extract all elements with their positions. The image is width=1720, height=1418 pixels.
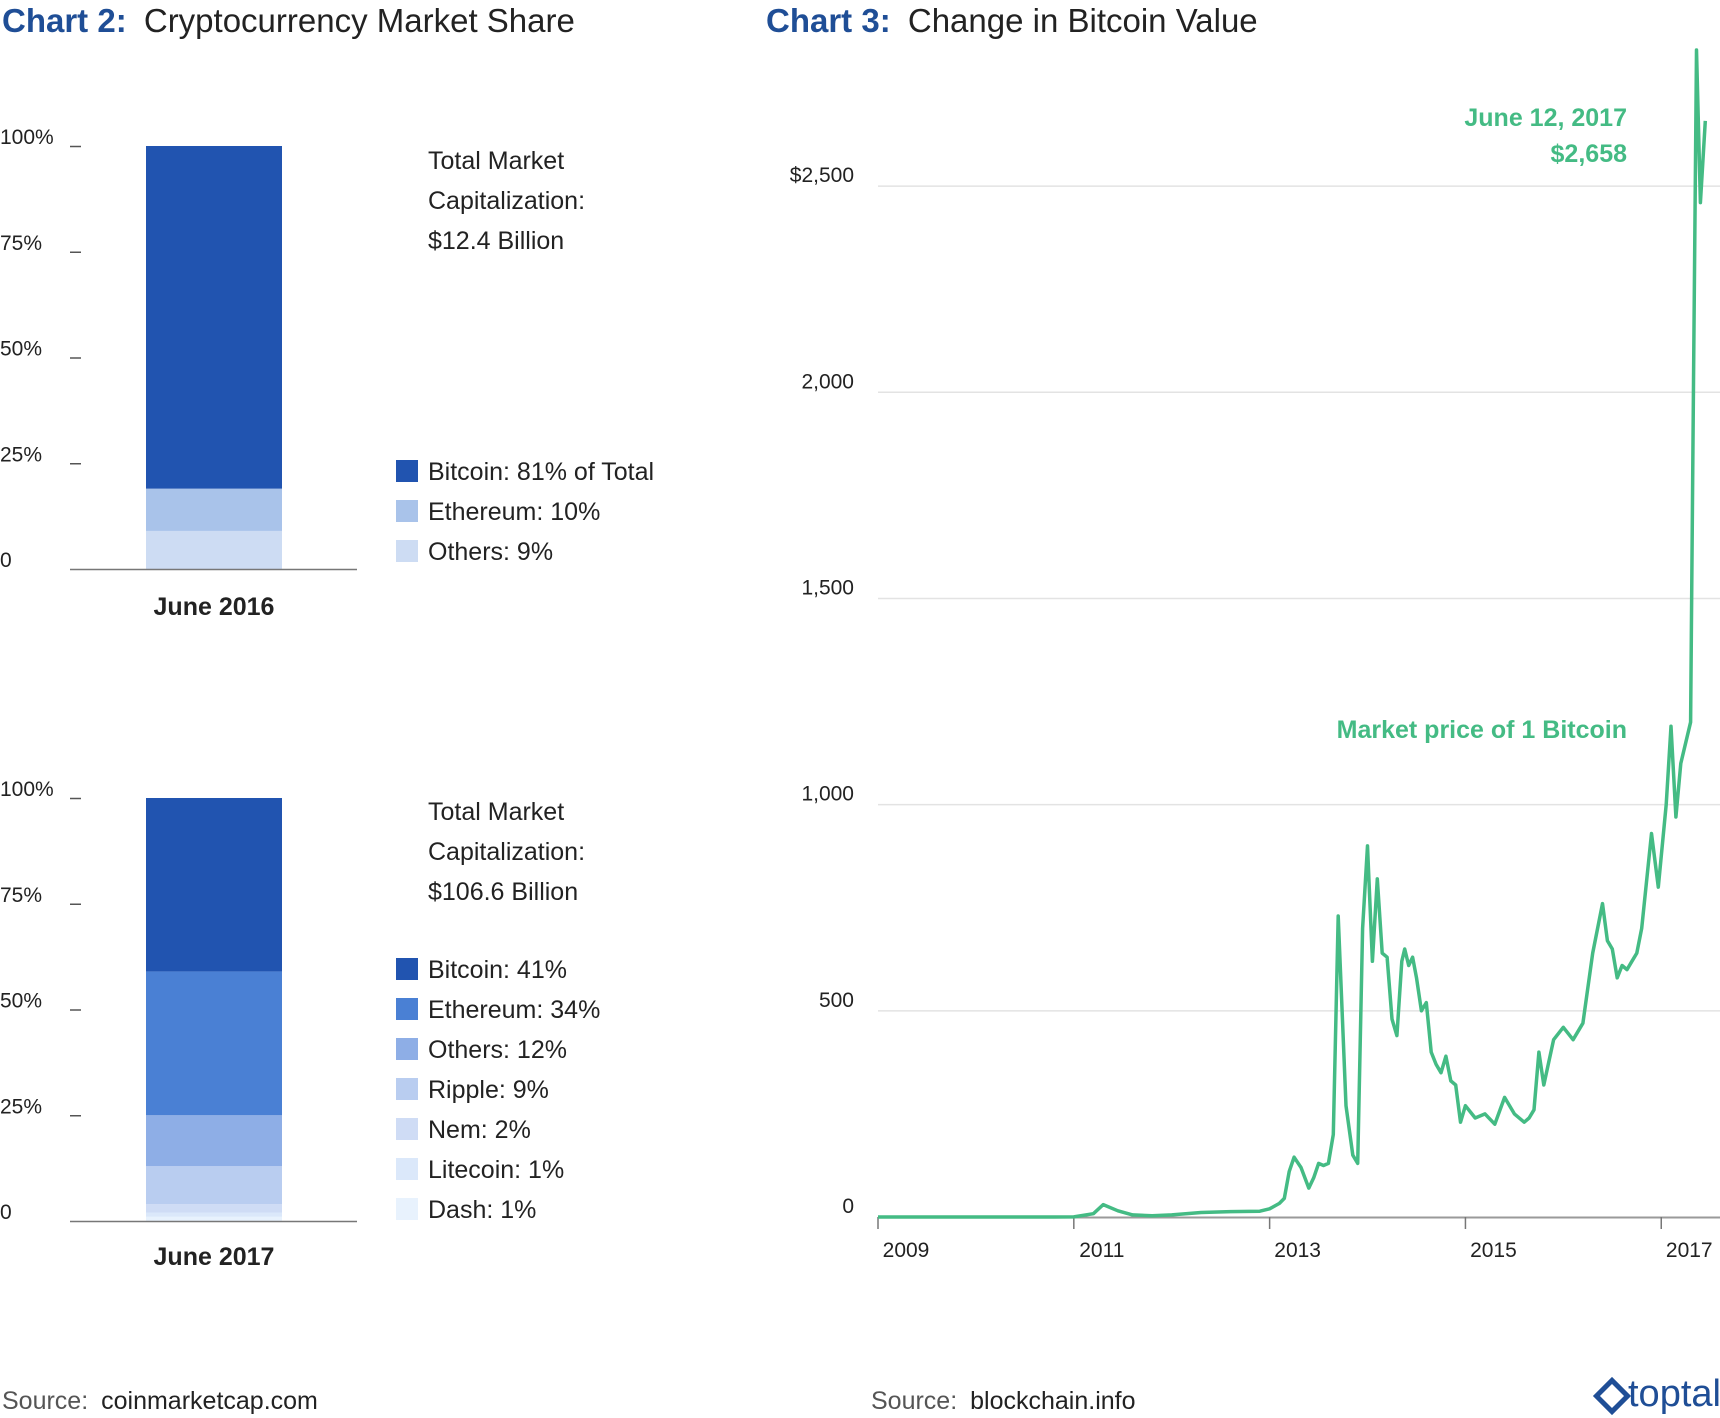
x-tick-label: 2017 xyxy=(1666,1239,1713,1262)
bar-segment-others xyxy=(146,530,282,569)
market-cap-label: $12.4 Billion xyxy=(428,227,564,255)
bar-segment-dash xyxy=(146,1216,282,1221)
legend-label-bitcoin: Bitcoin: 41% xyxy=(428,956,567,984)
y-tick-label: 500 xyxy=(819,989,854,1012)
toptal-logo-icon xyxy=(1592,1376,1632,1416)
y-tick-label: 25% xyxy=(0,1095,42,1118)
y-tick-label: 0 xyxy=(842,1195,854,1218)
bar-segment-litecoin xyxy=(146,1212,282,1217)
legend-swatch-others xyxy=(396,1038,418,1060)
legend-label-bitcoin: Bitcoin: 81% of Total xyxy=(428,458,654,486)
y-tick-label: 100% xyxy=(0,126,54,149)
category-label: June 2017 xyxy=(154,1243,275,1271)
chart2-title: Chart 2: Cryptocurrency Market Share xyxy=(2,2,575,39)
bar-segment-ethereum xyxy=(146,488,282,531)
bitcoin-value-line-chart: 0 500 1,000 1,500 2,000 $2,500 2009 2011 2013 201… xyxy=(790,48,1720,1262)
toptal-logo: toptal xyxy=(1592,1373,1720,1416)
x-tick-label: 2013 xyxy=(1274,1239,1321,1262)
legend-label-nem: Nem: 2% xyxy=(428,1116,531,1144)
legend-swatch-dash xyxy=(396,1198,418,1220)
y-tick-label: 2,000 xyxy=(801,370,854,393)
legend-swatch-bitcoin xyxy=(396,460,418,482)
legend-swatch-litecoin xyxy=(396,1158,418,1180)
legend-label-dash: Dash: 1% xyxy=(428,1196,536,1224)
market-share-panel-2016: 100% 75% 50% 25% 0 June 2016 Total Market Capit… xyxy=(0,126,654,621)
x-tick-label: 2015 xyxy=(1470,1239,1517,1262)
y-tick-label: 25% xyxy=(0,443,42,466)
y-tick-label: 1,000 xyxy=(801,783,854,806)
legend-swatch-ethereum xyxy=(396,998,418,1020)
legend-label-ripple: Ripple: 9% xyxy=(428,1076,549,1104)
bar-segment-bitcoin xyxy=(146,146,282,489)
legend-swatch-bitcoin xyxy=(396,958,418,980)
market-share-panel-2017: 100% 75% 50% 25% 0 June 2017 Total Market Capit… xyxy=(0,778,600,1271)
bar-segment-nem xyxy=(146,1204,282,1213)
chart3-source-prefix: Source: xyxy=(871,1387,957,1415)
y-tick-label: 75% xyxy=(0,232,42,255)
legend-label-others: Others: 9% xyxy=(428,538,553,566)
legend-swatch-others xyxy=(396,540,418,562)
category-label: June 2016 xyxy=(154,593,275,621)
bar-segment-ripple xyxy=(146,1166,282,1205)
market-cap-label: $106.6 Billion xyxy=(428,878,578,906)
y-tick-label: 100% xyxy=(0,778,54,801)
bar-segment-ethereum xyxy=(146,971,282,1116)
chart2-source-prefix: Source: xyxy=(2,1387,88,1415)
y-tick-label: 0 xyxy=(0,549,12,572)
annotation-peak: $2,658 xyxy=(1551,140,1628,168)
market-cap-label: Total Market xyxy=(428,147,564,175)
annotation-peak: June 12, 2017 xyxy=(1464,104,1627,132)
y-tick-label: 75% xyxy=(0,884,42,907)
market-cap-label: Total Market xyxy=(428,798,564,826)
legend-label-ethereum: Ethereum: 34% xyxy=(428,996,600,1024)
toptal-logo-text: toptal xyxy=(1628,1373,1720,1415)
bar-segment-others xyxy=(146,1115,282,1167)
y-tick-label: 50% xyxy=(0,990,42,1013)
bitcoin-price-line xyxy=(878,48,1708,1219)
y-tick-label: 1,500 xyxy=(801,576,854,599)
x-tick-label: 2009 xyxy=(883,1239,930,1262)
legend-swatch-ethereum xyxy=(396,500,418,522)
legend-label-others: Others: 12% xyxy=(428,1036,567,1064)
y-tick-label: $2,500 xyxy=(790,164,854,187)
market-cap-label: Capitalization: xyxy=(428,838,585,866)
y-tick-label: 50% xyxy=(0,338,42,361)
chart2-title-prefix: Chart 2: xyxy=(2,2,127,39)
annotation-series-label: Market price of 1 Bitcoin xyxy=(1337,716,1627,744)
chart3-title-prefix: Chart 3: xyxy=(766,2,891,39)
chart3-source-text: blockchain.info xyxy=(970,1387,1135,1415)
chart3-title: Chart 3: Change in Bitcoin Value xyxy=(766,2,1258,39)
legend-swatch-nem xyxy=(396,1118,418,1140)
bar-segment-bitcoin xyxy=(146,798,282,972)
x-tick-label: 2011 xyxy=(1079,1239,1124,1262)
chart2-source-text: coinmarketcap.com xyxy=(101,1387,318,1415)
legend-swatch-ripple xyxy=(396,1078,418,1100)
chart2-title-text: Cryptocurrency Market Share xyxy=(144,2,575,39)
chart3-source: Source: blockchain.info xyxy=(871,1387,1136,1415)
legend-label-ethereum: Ethereum: 10% xyxy=(428,498,600,526)
y-tick-label: 0 xyxy=(0,1201,12,1224)
legend-label-litecoin: Litecoin: 1% xyxy=(428,1156,564,1184)
market-cap-label: Capitalization: xyxy=(428,187,585,215)
chart2-source: Source: coinmarketcap.com xyxy=(2,1387,318,1415)
chart3-title-text: Change in Bitcoin Value xyxy=(908,2,1258,39)
